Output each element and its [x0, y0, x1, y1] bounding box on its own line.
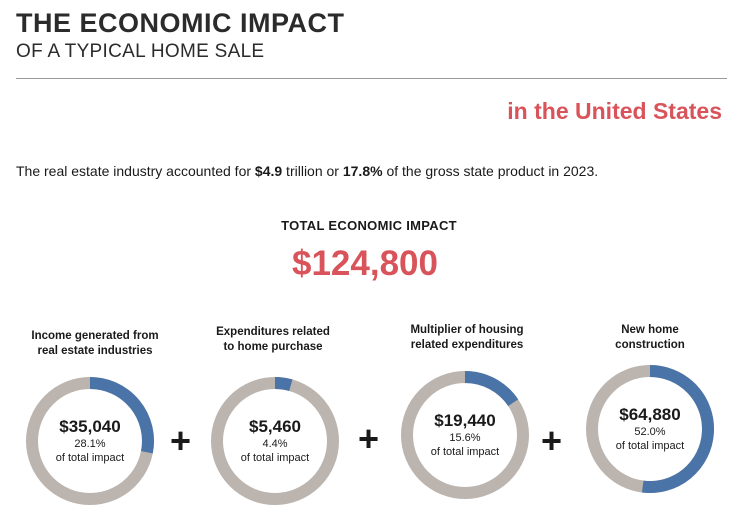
summary-sentence: The real estate industry accounted for $… [16, 163, 598, 179]
plus-sign: + [170, 420, 192, 461]
donut-share-arc [274, 377, 293, 392]
category-label-line1: Multiplier of housing [410, 324, 524, 336]
category-label-income: Income generated from real estate indust… [10, 329, 180, 359]
donut-share-arc [641, 365, 714, 493]
donut-center: $5,460 4.4% of total impact [210, 376, 340, 506]
category-label-line2: construction [615, 339, 685, 351]
donut-amount: $5,460 [249, 417, 301, 436]
donut-center: $19,440 15.6% of total impact [400, 370, 530, 500]
header-divider [16, 78, 727, 79]
donut-share-arc [464, 371, 519, 407]
category-label-line2: to home purchase [223, 341, 323, 353]
donut-unit: of total impact [615, 440, 685, 452]
donut-amount: $19,440 [434, 411, 496, 430]
total-impact-label-text: TOTAL ECONOMIC IMPACT [281, 218, 457, 233]
donut-center: $35,040 28.1% of total impact [25, 376, 155, 506]
category-label-construction: New home construction [565, 323, 735, 353]
summary-suffix: of the gross state product in 2023. [382, 163, 599, 179]
region-label: in the United States [507, 98, 722, 124]
donut-percent: 28.1% [74, 438, 106, 450]
donut-center: $64,880 52.0% of total impact [585, 364, 715, 494]
donut-expenditures: $5,460 4.4% of total impact [210, 376, 340, 506]
donut-percent: 15.6% [449, 432, 481, 444]
donut-percent: 4.4% [262, 438, 288, 450]
donut-unit: of total impact [55, 452, 125, 464]
donut-construction: $64,880 52.0% of total impact [585, 364, 715, 494]
category-label-multiplier: Multiplier of housing related expenditur… [382, 323, 552, 353]
summary-prefix: The real estate industry accounted for [16, 163, 255, 179]
summary-middle: trillion or [282, 163, 343, 179]
page-title: THE ECONOMIC IMPACT [16, 8, 345, 38]
donut-multiplier: $19,440 15.6% of total impact [400, 370, 530, 500]
category-label-line2: real estate industries [37, 345, 153, 357]
category-label-line1: New home [621, 324, 679, 336]
category-label-line1: Expenditures related [216, 326, 330, 338]
category-label-line1: Income generated from [31, 330, 159, 342]
summary-amount: $4.9 [254, 163, 283, 179]
summary-share: 17.8% [342, 163, 383, 179]
page-subtitle: OF A TYPICAL HOME SALE [16, 41, 265, 62]
donut-chart [586, 365, 714, 493]
donut-percent: 52.0% [634, 426, 666, 438]
category-label-line2: related expenditures [410, 339, 524, 351]
donut-share-arc [89, 377, 154, 454]
plus-sign: + [358, 418, 380, 459]
donut-chart [401, 371, 529, 499]
total-impact-value: $124,800 [292, 244, 438, 283]
donut-chart [211, 377, 339, 505]
donut-income: $35,040 28.1% of total impact [25, 376, 155, 506]
plus-sign: + [541, 420, 563, 461]
donut-chart [26, 377, 154, 505]
total-impact-label: TOTAL ECONOMIC IMPACT [0, 218, 739, 233]
donut-amount: $64,880 [619, 405, 681, 424]
donut-unit: of total impact [240, 452, 310, 464]
category-label-expenditures: Expenditures related to home purchase [188, 325, 358, 355]
donut-amount: $35,040 [59, 417, 121, 436]
donut-unit: of total impact [430, 446, 500, 458]
